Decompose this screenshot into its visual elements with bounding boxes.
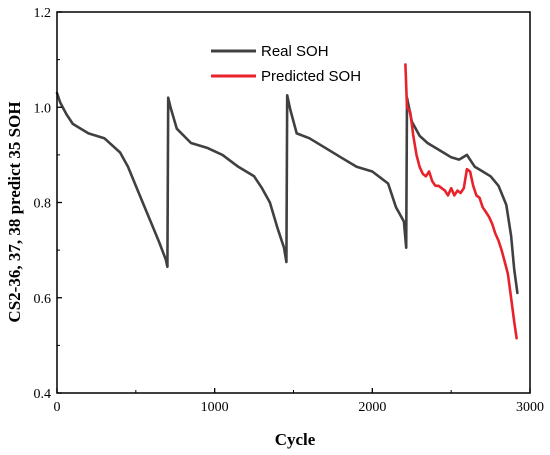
x-tick-label: 1000 — [201, 400, 229, 415]
series-line-real-soh — [55, 91, 519, 295]
axes: 0 1000 2000 3000 0.4 0.6 0.8 1.0 1.2 — [34, 6, 545, 415]
legend-box — [203, 35, 377, 91]
y-tick-label: 1.0 — [34, 101, 52, 116]
y-tick-label: 0.6 — [34, 292, 52, 307]
x-tick-label: 0 — [54, 400, 61, 415]
x-axis-label: Cycle — [275, 430, 316, 449]
y-tick-label: 0.8 — [34, 197, 52, 212]
legend: Real SOH Predicted SOH — [203, 35, 377, 91]
y-tick-label: 1.2 — [34, 6, 52, 21]
y-tick-label: 0.4 — [34, 387, 52, 402]
x-tick-label: 2000 — [358, 400, 386, 415]
y-axis-label: CS2-36, 37, 38 predict 35 SOH — [5, 101, 24, 322]
plot-area — [55, 63, 519, 340]
legend-label-real-soh: Real SOH — [261, 43, 329, 60]
x-tick-label: 3000 — [516, 400, 544, 415]
legend-label-predicted-soh: Predicted SOH — [261, 68, 361, 85]
series-line-predicted-soh — [404, 63, 518, 340]
